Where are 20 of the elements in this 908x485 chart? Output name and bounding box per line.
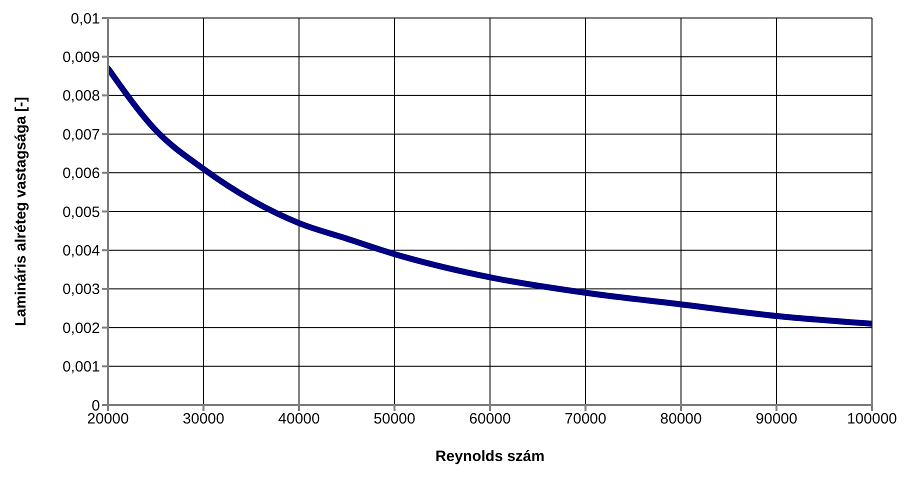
y-axis-title: Lamináris alréteg vastagsága [-] [12, 96, 30, 326]
y-tick-label: 0,007 [62, 126, 100, 144]
x-tick-label: 80000 [660, 410, 702, 428]
x-tick-label: 30000 [182, 410, 224, 428]
y-tick-label: 0,006 [62, 165, 100, 182]
y-tick-label: 0,008 [62, 88, 100, 105]
x-tick-label: 90000 [756, 410, 798, 428]
y-tick-label: 0,005 [62, 204, 100, 221]
x-tick-label: 60000 [469, 410, 511, 428]
y-tick-label: 0,004 [62, 242, 100, 260]
y-tick-label: 0,01 [70, 10, 100, 28]
x-axis-title: Reynolds szám [435, 448, 545, 465]
x-tick-label: 50000 [374, 410, 416, 428]
x-tick-label: 40000 [278, 410, 320, 428]
y-tick-label: 0,001 [62, 358, 100, 376]
y-tick-label: 0,009 [62, 49, 100, 66]
x-tick-label: 70000 [564, 410, 606, 428]
y-tick-label: 0,002 [62, 320, 100, 337]
y-tick-label: 0,003 [62, 281, 100, 298]
x-tick-label: 100000 [846, 410, 898, 428]
